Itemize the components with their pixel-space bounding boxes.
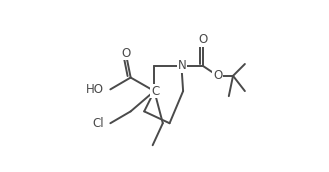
- Text: O: O: [121, 46, 130, 60]
- Text: N: N: [178, 59, 187, 72]
- Text: HO: HO: [86, 83, 104, 96]
- Text: O: O: [198, 33, 207, 46]
- Text: Cl: Cl: [93, 117, 104, 130]
- Text: C: C: [151, 85, 159, 98]
- Text: O: O: [213, 68, 222, 82]
